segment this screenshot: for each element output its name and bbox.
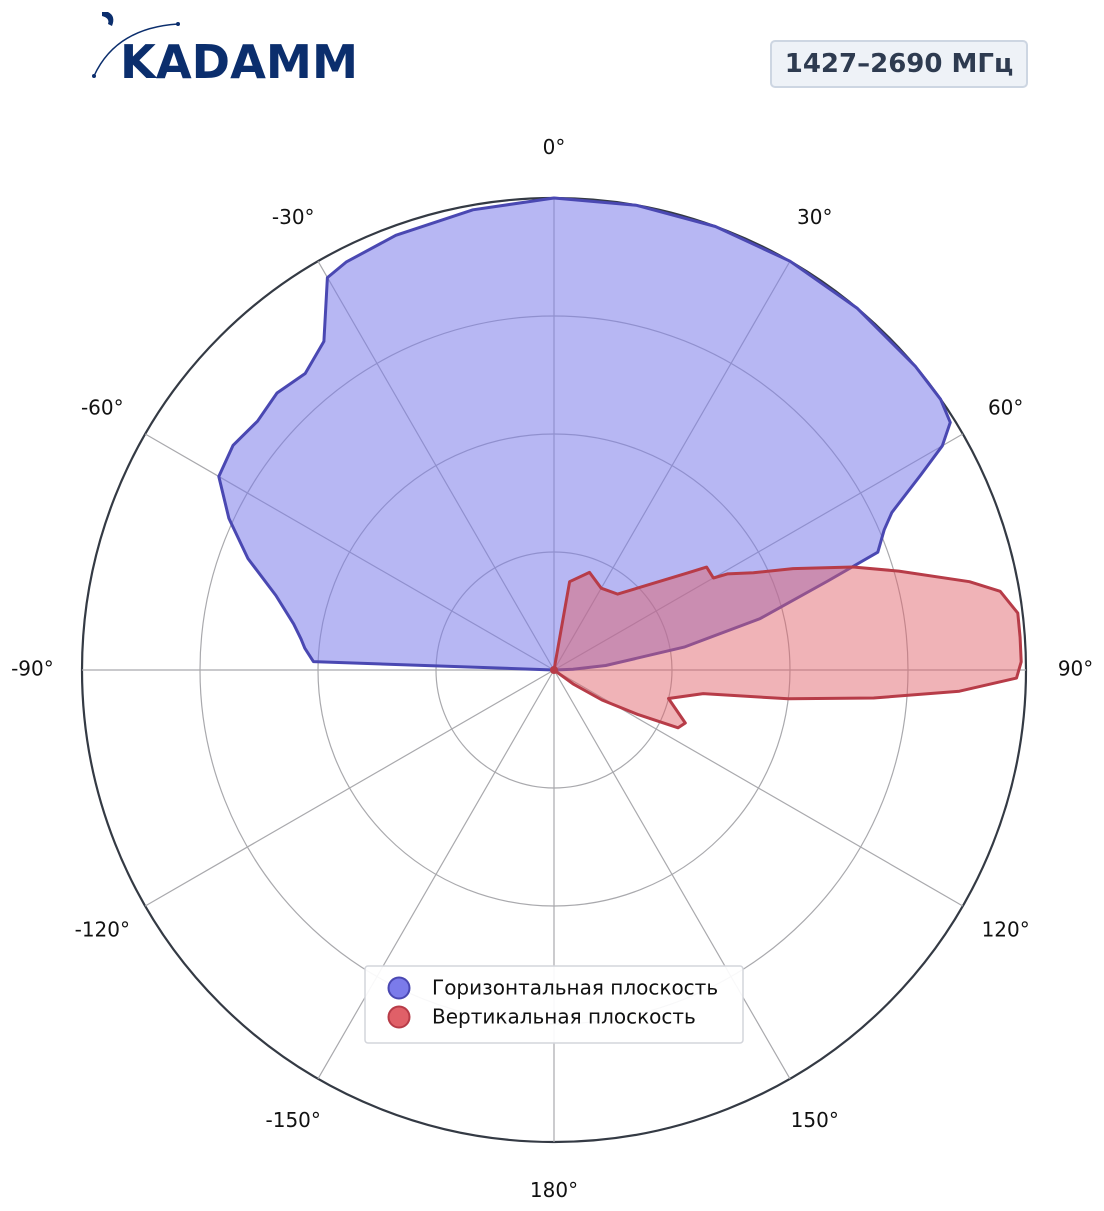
frequency-badge: 1427–2690 МГц: [770, 40, 1028, 88]
legend: Горизонтальная плоскость Вертикальная пло…: [364, 965, 744, 1044]
logo-dot-right: [176, 22, 180, 26]
origin-point: [550, 666, 558, 674]
logo-dot-left: [92, 74, 96, 78]
frequency-label: 1427–2690 МГц: [784, 49, 1014, 79]
logo-text: KADAMM: [120, 35, 358, 88]
logo-swoosh: [93, 23, 179, 77]
series-vertical-plane: [552, 565, 1023, 730]
legend-label: Вертикальная плоскость: [432, 1005, 696, 1029]
angle-tick-label: -30°: [272, 205, 315, 229]
legend-box: [364, 965, 744, 1044]
series-layer: [217, 196, 1023, 730]
angle-tick-label: -60°: [81, 396, 124, 420]
angle-tick-label: -120°: [75, 917, 130, 941]
angular-gridline: [553, 669, 791, 1080]
logo-mark: [102, 12, 114, 26]
kadamm-logo: KADAMM: [92, 12, 358, 88]
angle-tick-label: 0°: [543, 135, 566, 159]
angle-tick-label: 30°: [797, 205, 832, 229]
legend-label: Горизонтальная плоскость: [432, 976, 718, 1000]
angle-tick-label: -90°: [11, 657, 54, 681]
angle-tick-label: 90°: [1058, 657, 1093, 681]
legend-marker: [387, 1005, 411, 1029]
angle-tick-label: 60°: [988, 396, 1023, 420]
angle-tick-label: 120°: [982, 917, 1030, 941]
angle-tick-label: -150°: [266, 1108, 321, 1132]
legend-marker: [387, 976, 411, 1000]
angular-gridline: [144, 669, 555, 907]
angular-gridline: [317, 669, 555, 1080]
angle-tick-label: 180°: [530, 1178, 578, 1202]
angle-tick-labels: 0° 30° 60° 90° 120° 150° 180° -150° -120° -90° -60…: [11, 135, 1093, 1202]
angle-tick-label: 150°: [791, 1108, 839, 1132]
